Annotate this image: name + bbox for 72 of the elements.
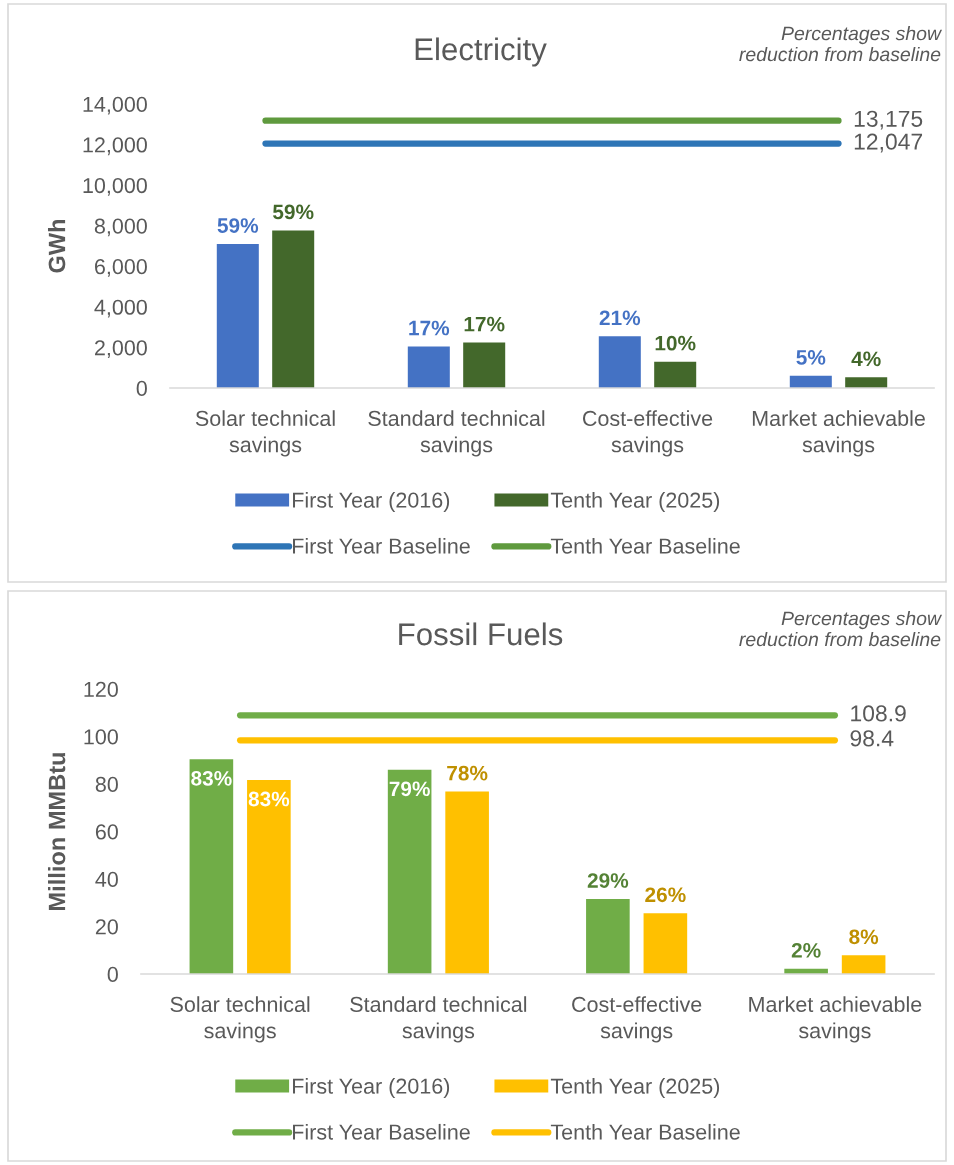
y-axis-title: GWh bbox=[47, 219, 66, 273]
annotation: 4% bbox=[851, 351, 881, 367]
data-label: 13,175 bbox=[854, 110, 923, 130]
y-tick-label: 60 bbox=[95, 824, 118, 840]
y-tick-label: 100 bbox=[84, 729, 118, 745]
bar bbox=[598, 336, 641, 388]
legend-label: Tenth Year (2025) bbox=[550, 1078, 720, 1099]
y-tick-label: 12,000 bbox=[83, 137, 147, 156]
legend-label: Tenth Year Baseline bbox=[550, 1123, 740, 1140]
x-tick-label: Solar technical savings bbox=[170, 996, 310, 1043]
annotation: 59% bbox=[217, 218, 259, 233]
annotation: 21% bbox=[599, 310, 641, 326]
annotation: 17% bbox=[464, 316, 505, 332]
y-tick-label: 0 bbox=[136, 380, 147, 397]
data-label: 12,047 bbox=[854, 133, 923, 153]
annotation: 5% bbox=[796, 350, 826, 365]
bar bbox=[654, 361, 697, 388]
y-tick-label: 0 bbox=[107, 966, 118, 983]
chart-title: Fossil Fuels bbox=[399, 622, 563, 646]
bar bbox=[272, 230, 315, 388]
legend-label: Tenth Year Baseline bbox=[550, 537, 740, 554]
annotation: 17% bbox=[409, 320, 450, 336]
legend-label: First Year (2016) bbox=[293, 1078, 450, 1099]
annotation: 10% bbox=[655, 335, 696, 351]
y-tick-label: 14,000 bbox=[83, 96, 147, 115]
legend-label: First Year Baseline bbox=[293, 1123, 470, 1140]
annotation: 59% bbox=[272, 204, 314, 220]
bar bbox=[789, 375, 832, 388]
y-tick-label: 2,000 bbox=[94, 340, 147, 358]
bar bbox=[189, 759, 234, 974]
bar bbox=[845, 377, 888, 388]
bar bbox=[586, 898, 630, 974]
annotation: 79% bbox=[389, 781, 430, 797]
y-axis-title: Million MMBtu bbox=[47, 753, 66, 910]
bar bbox=[643, 913, 688, 974]
chart-title: Electricity bbox=[415, 37, 547, 67]
bar bbox=[841, 955, 886, 974]
y-tick-label: 10,000 bbox=[83, 177, 147, 196]
y-tick-label: 20 bbox=[95, 919, 118, 935]
annotation: 83% bbox=[248, 791, 290, 807]
x-tick-label: Standard technical savings bbox=[350, 996, 527, 1043]
x-tick-label: Cost-effective savings bbox=[582, 410, 713, 457]
text: Percentages show reduction from baseline bbox=[739, 611, 943, 647]
x-tick-label: Market achievable savings bbox=[749, 996, 922, 1043]
legend-label: First Year Baseline bbox=[293, 537, 470, 554]
bar bbox=[445, 791, 489, 974]
x-tick-label: Standard technical savings bbox=[368, 410, 545, 457]
data-label: 108.9 bbox=[851, 705, 906, 722]
y-tick-label: 80 bbox=[95, 776, 118, 793]
y-tick-label: 120 bbox=[84, 681, 118, 698]
annotation: 29% bbox=[587, 873, 629, 888]
annotation: 8% bbox=[849, 929, 879, 945]
bar bbox=[247, 779, 291, 974]
annotation: 83% bbox=[191, 770, 232, 786]
legend-label: Tenth Year (2025) bbox=[550, 492, 720, 513]
x-tick-label: Solar technical savings bbox=[195, 410, 335, 457]
y-tick-label: 40 bbox=[95, 871, 118, 888]
annotation: 26% bbox=[645, 887, 686, 903]
text: Percentages show reduction from baseline bbox=[739, 26, 943, 62]
y-tick-label: 4,000 bbox=[94, 299, 147, 318]
annotation: 78% bbox=[447, 765, 488, 781]
bar bbox=[463, 342, 506, 388]
annotation: 2% bbox=[791, 942, 821, 958]
legend-label: First Year (2016) bbox=[293, 492, 450, 513]
bar bbox=[407, 346, 450, 388]
x-tick-label: Market achievable savings bbox=[752, 410, 925, 457]
x-tick-label: Cost-effective savings bbox=[572, 996, 702, 1043]
bar bbox=[387, 769, 432, 974]
y-tick-label: 6,000 bbox=[95, 259, 147, 277]
y-tick-label: 8,000 bbox=[94, 218, 147, 237]
data-label: 98.4 bbox=[850, 730, 894, 747]
bar bbox=[216, 243, 259, 388]
